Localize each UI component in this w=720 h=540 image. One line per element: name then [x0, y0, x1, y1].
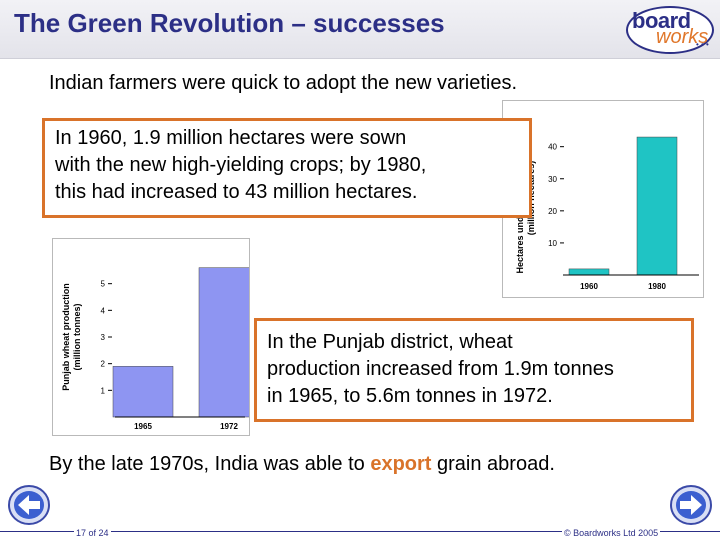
next-slide-button[interactable] — [670, 484, 712, 526]
arrow-right-icon — [670, 485, 712, 525]
previous-slide-button[interactable] — [8, 484, 50, 526]
y-tick-label: 5 — [101, 280, 106, 289]
closing-text-end: grain abroad. — [431, 453, 555, 475]
intro-text: Indian farmers were quick to adopt the n… — [49, 72, 518, 94]
wheat-fact-box: In the Punjab district, wheat production… — [254, 318, 694, 422]
wheat-chart: Punjab wheat production (million tonnes) 1… — [52, 238, 260, 436]
x-tick-label: 1960 — [580, 282, 598, 291]
page-number: 17 of 24 — [74, 528, 111, 538]
arrow-left-icon — [8, 485, 50, 525]
logo-dots-icon: • • • — [696, 40, 709, 49]
x-tick-label: 1980 — [648, 282, 666, 291]
closing-text: By the late 1970s, India was able to exp… — [49, 453, 555, 476]
boardworks-logo: board works • • • — [626, 6, 714, 54]
bar — [568, 268, 610, 276]
y-tick-label: 40 — [548, 143, 557, 152]
y-tick-label: 30 — [548, 175, 557, 184]
y-tick-label: 1 — [101, 386, 106, 395]
footer-rule — [0, 531, 720, 532]
wheat-fact-line: production increased from 1.9m tonnes — [267, 358, 614, 380]
x-tick-label: 1965 — [134, 422, 152, 431]
wheat-fact-line: in 1965, to 5.6m tonnes in 1972. — [267, 385, 553, 407]
x-tick-label: 1972 — [220, 422, 238, 431]
y-tick-label: 20 — [548, 207, 557, 216]
slide-header: The Green Revolution – successes board w… — [0, 0, 720, 59]
y-axis-label-unit: (million tonnes) — [72, 304, 82, 371]
y-tick-label: 10 — [548, 239, 557, 248]
bar — [636, 136, 678, 276]
y-tick-label: 4 — [101, 306, 106, 315]
slide-title: The Green Revolution – successes — [14, 8, 445, 38]
wheat-fact-line: In the Punjab district, wheat — [267, 331, 513, 353]
logo-word-works: works — [656, 26, 709, 48]
logo-word-board: board — [632, 8, 691, 33]
hectares-fact-line: In 1960, 1.9 million hectares were sown — [55, 127, 407, 149]
closing-text-start: By the late 1970s, India was able to — [49, 453, 371, 475]
hectares-fact-box: In 1960, 1.9 million hectares were sown … — [42, 118, 532, 218]
hectares-chart: Hectares under high-yielding crops(milli… — [502, 100, 704, 298]
logo-oval — [626, 6, 714, 54]
y-tick-label: 3 — [101, 333, 106, 342]
hectares-fact-line: this had increased to 43 million hectare… — [55, 181, 418, 203]
wheat-chart-svg: Punjab wheat production (million tonnes) 1… — [61, 267, 260, 431]
y-tick-label: 2 — [101, 360, 106, 369]
y-axis-label: Punjab wheat production — [61, 283, 71, 391]
bar — [198, 267, 260, 418]
export-highlight: export — [370, 453, 432, 475]
bar — [112, 366, 174, 418]
hectares-chart-svg: Hectares under high-yielding crops(milli… — [515, 122, 699, 291]
hectares-fact-line: with the new high-yielding crops; by 198… — [55, 154, 427, 176]
copyright-notice: © Boardworks Ltd 2005 — [562, 528, 661, 538]
